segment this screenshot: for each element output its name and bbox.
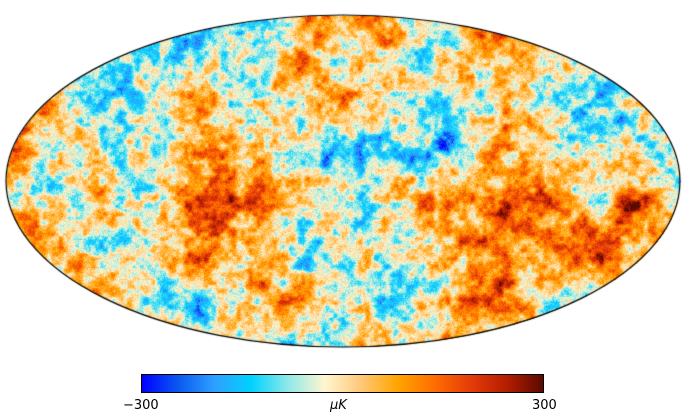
- colorbar: [141, 374, 544, 393]
- colorbar-min-label: −300: [123, 398, 159, 413]
- colorbar-max-label: 300: [532, 398, 557, 413]
- cmb-sky-map: [0, 0, 686, 360]
- colorbar-unit-label: μK: [330, 398, 347, 413]
